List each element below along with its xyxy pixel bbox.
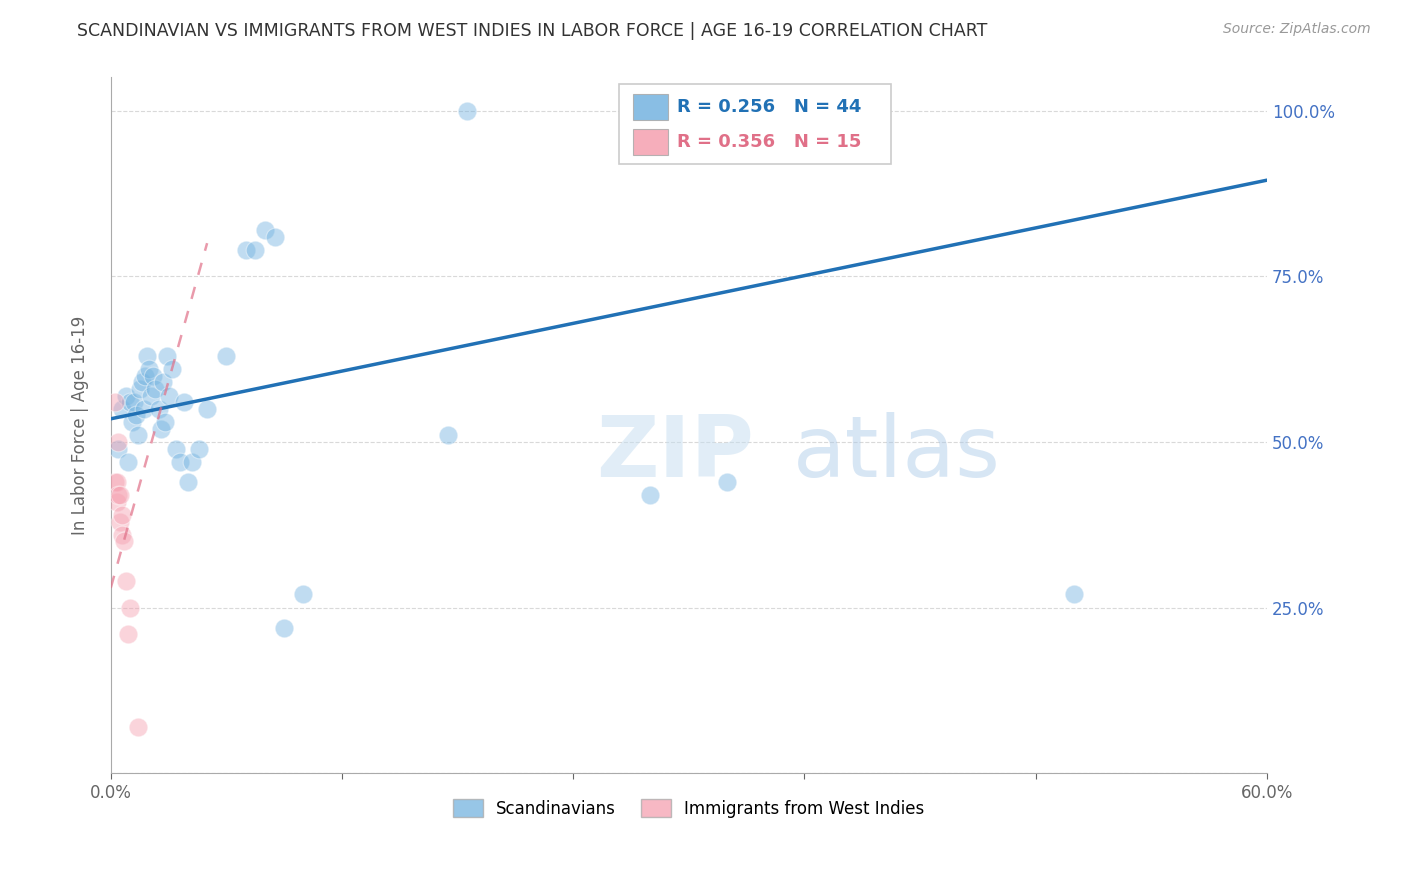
FancyBboxPatch shape [620, 85, 891, 164]
Point [640, 488, 662, 502]
Text: R = 0.356   N = 15: R = 0.356 N = 15 [678, 133, 862, 151]
Point [138, 362, 160, 376]
Legend: Scandinavians, Immigrants from West Indies: Scandinavians, Immigrants from West Indi… [446, 793, 931, 824]
Point [117, 455, 139, 469]
Point [215, 349, 238, 363]
Point [169, 455, 191, 469]
Point [195, 401, 218, 416]
Point [107, 442, 129, 456]
Bar [633, 94, 668, 120]
Point [162, 362, 184, 376]
Point [263, 229, 285, 244]
Text: SCANDINAVIAN VS IMMIGRANTS FROM WEST INDIES IN LABOR FORCE | AGE 16-19 CORRELATI: SCANDINAVIAN VS IMMIGRANTS FROM WEST IND… [77, 22, 987, 40]
Point [173, 395, 195, 409]
Point [128, 382, 150, 396]
Point [180, 455, 202, 469]
Point [131, 376, 153, 390]
Point [105, 494, 128, 508]
Text: R = 0.256   N = 44: R = 0.256 N = 44 [678, 98, 862, 116]
Point [111, 508, 134, 522]
Point [105, 475, 128, 489]
Point [292, 587, 315, 601]
Point [245, 243, 267, 257]
Point [437, 428, 460, 442]
Point [122, 395, 145, 409]
Point [165, 442, 187, 456]
Point [253, 223, 276, 237]
Point [156, 349, 179, 363]
Text: atlas: atlas [793, 412, 1001, 495]
Point [149, 422, 172, 436]
Point [118, 600, 141, 615]
Point [115, 389, 138, 403]
Point [117, 627, 139, 641]
Point [177, 475, 200, 489]
Point [127, 428, 149, 442]
Point [456, 103, 478, 118]
Point [153, 415, 176, 429]
Point [111, 401, 134, 416]
Point [235, 243, 257, 257]
Point [134, 368, 156, 383]
Point [152, 376, 174, 390]
Point [273, 621, 295, 635]
Point [104, 475, 127, 489]
Text: ZIP: ZIP [596, 412, 754, 495]
Point [118, 395, 141, 409]
Point [110, 488, 132, 502]
Point [141, 389, 163, 403]
Point [107, 435, 129, 450]
Point [1063, 587, 1085, 601]
Point [115, 574, 138, 589]
Point [112, 534, 135, 549]
Point [107, 488, 129, 502]
Point [157, 389, 180, 403]
Point [143, 382, 166, 396]
Point [110, 515, 132, 529]
Point [121, 415, 143, 429]
Point [125, 409, 148, 423]
Point [104, 395, 127, 409]
Point [188, 442, 211, 456]
Bar [633, 129, 668, 155]
Point [148, 401, 170, 416]
Point [132, 401, 155, 416]
Point [716, 475, 738, 489]
Y-axis label: In Labor Force | Age 16-19: In Labor Force | Age 16-19 [72, 316, 89, 535]
Point [127, 720, 149, 734]
Point [111, 528, 134, 542]
Text: Source: ZipAtlas.com: Source: ZipAtlas.com [1223, 22, 1371, 37]
Point [136, 349, 159, 363]
Point [142, 368, 165, 383]
